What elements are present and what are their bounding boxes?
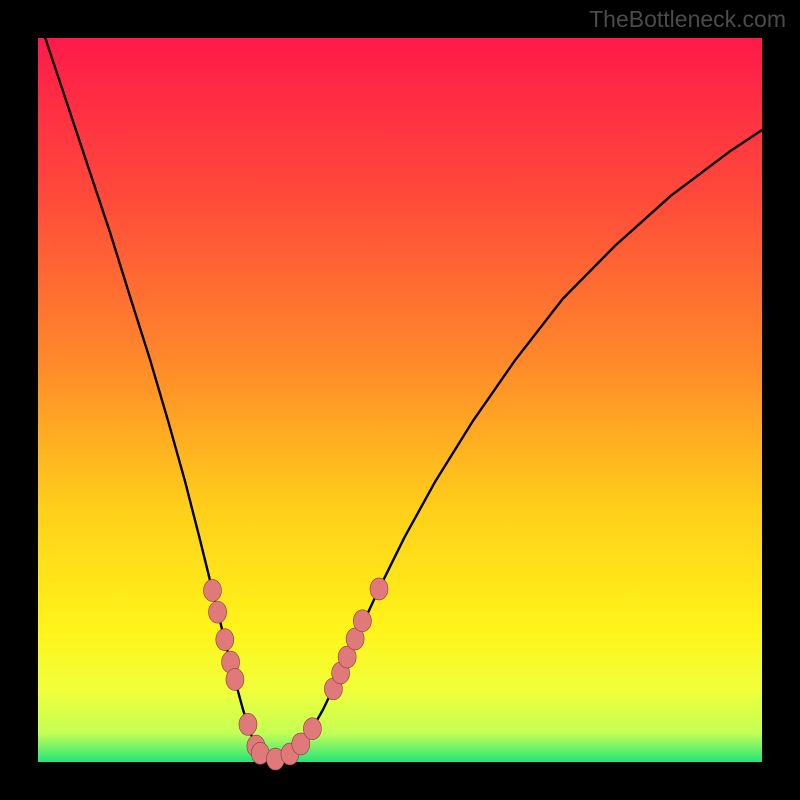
chart-outer-frame: TheBottleneck.com [0,0,800,800]
marker-dot [353,610,371,632]
marker-dot [303,718,321,740]
marker-dot [226,668,244,690]
marker-dot [203,579,221,601]
marker-dot [239,713,257,735]
chart-svg [38,38,762,762]
bottleneck-curve [45,38,762,760]
watermark-text: TheBottleneck.com [589,6,786,33]
marker-dot [216,629,234,651]
plot-area [38,38,762,762]
marker-dot [209,601,227,623]
marker-group [203,578,388,770]
marker-dot [370,578,388,600]
